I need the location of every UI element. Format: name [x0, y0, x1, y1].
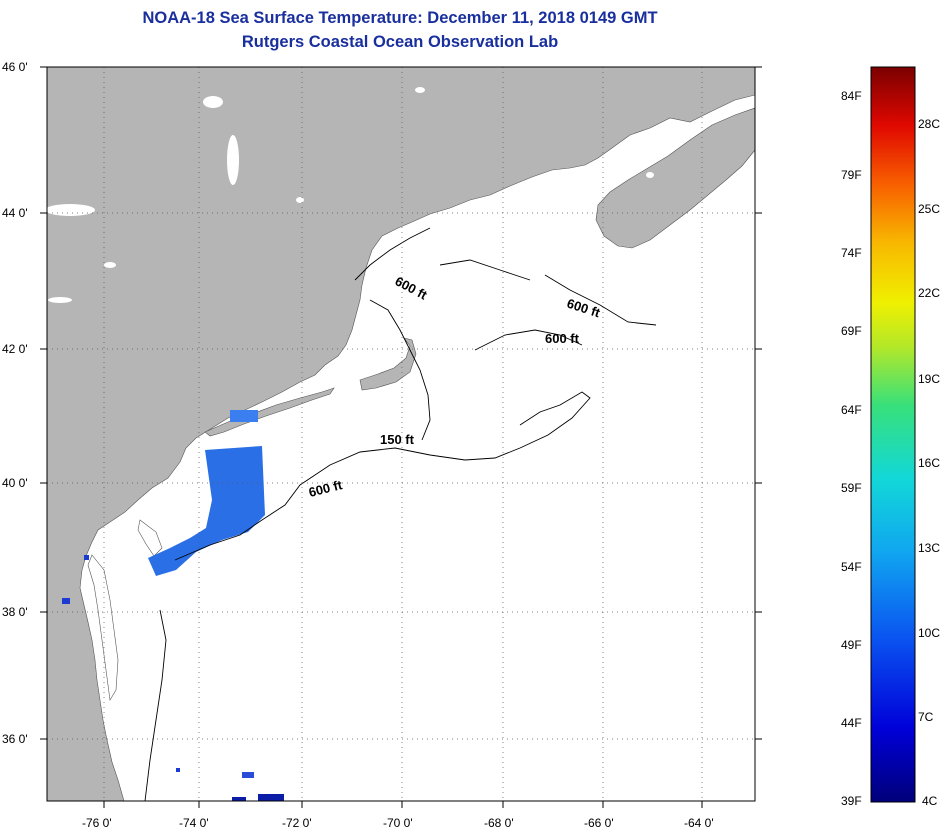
map-subtitle: Rutgers Coastal Ocean Observation Lab — [241, 33, 559, 51]
colorbar-c-label: 13C — [918, 541, 941, 555]
colorbar-c-label: 25C — [918, 202, 941, 216]
colorbar-f-label: 59F — [841, 481, 862, 495]
lat-label: 36 0' — [2, 732, 28, 746]
land-long-island — [204, 387, 335, 437]
axis-ticks — [40, 66, 762, 808]
colorbar-c-label: 10C — [918, 626, 941, 640]
lon-label: -72 0' — [282, 816, 312, 830]
lon-label: -64 0' — [684, 816, 714, 830]
graticule — [47, 67, 755, 801]
colorbar-c-label: 4C — [922, 794, 938, 808]
lat-label: 46 0' — [2, 60, 28, 74]
colorbar-c-label: 22C — [918, 286, 941, 300]
colorbar-f-label: 79F — [841, 168, 862, 182]
lon-label: -66 0' — [584, 816, 614, 830]
map-title: NOAA-18 Sea Surface Temperature: Decembe… — [142, 9, 658, 27]
land-nova-scotia — [595, 107, 755, 249]
contour-label: 600 ft — [545, 331, 580, 346]
colorbar-c-label: 28C — [918, 117, 941, 131]
lon-label: -68 0' — [484, 816, 514, 830]
contour-label: 150 ft — [380, 432, 415, 447]
lat-label: 44 0' — [2, 206, 28, 220]
lat-label: 42 0' — [2, 342, 28, 356]
colorbar-f-label: 44F — [841, 716, 862, 730]
inland-lakes — [47, 87, 654, 303]
colorbar-f-label: 49F — [841, 638, 862, 652]
colorbar-f-label: 39F — [841, 794, 862, 808]
map-frame — [46, 66, 756, 802]
land-mainland — [47, 67, 755, 801]
bathymetry-contours — [144, 227, 657, 801]
sst-patches — [62, 410, 284, 801]
colorbar-c-label: 19C — [918, 372, 941, 386]
lon-label: -74 0' — [179, 816, 209, 830]
colorbar-f-label: 84F — [841, 89, 862, 103]
lat-label: 40 0' — [2, 476, 28, 490]
chesapeake-bay — [87, 554, 119, 701]
colorbar — [870, 66, 916, 803]
colorbar-f-label: 64F — [841, 403, 862, 417]
colorbar-f-label: 74F — [841, 246, 862, 260]
lon-label: -76 0' — [82, 816, 112, 830]
colorbar-c-label: 7C — [918, 710, 934, 724]
lon-label: -70 0' — [383, 816, 413, 830]
colorbar-f-label: 54F — [841, 560, 862, 574]
lat-label: 38 0' — [2, 605, 28, 619]
colorbar-c-label: 16C — [918, 456, 941, 470]
colorbar-f-label: 69F — [841, 324, 862, 338]
